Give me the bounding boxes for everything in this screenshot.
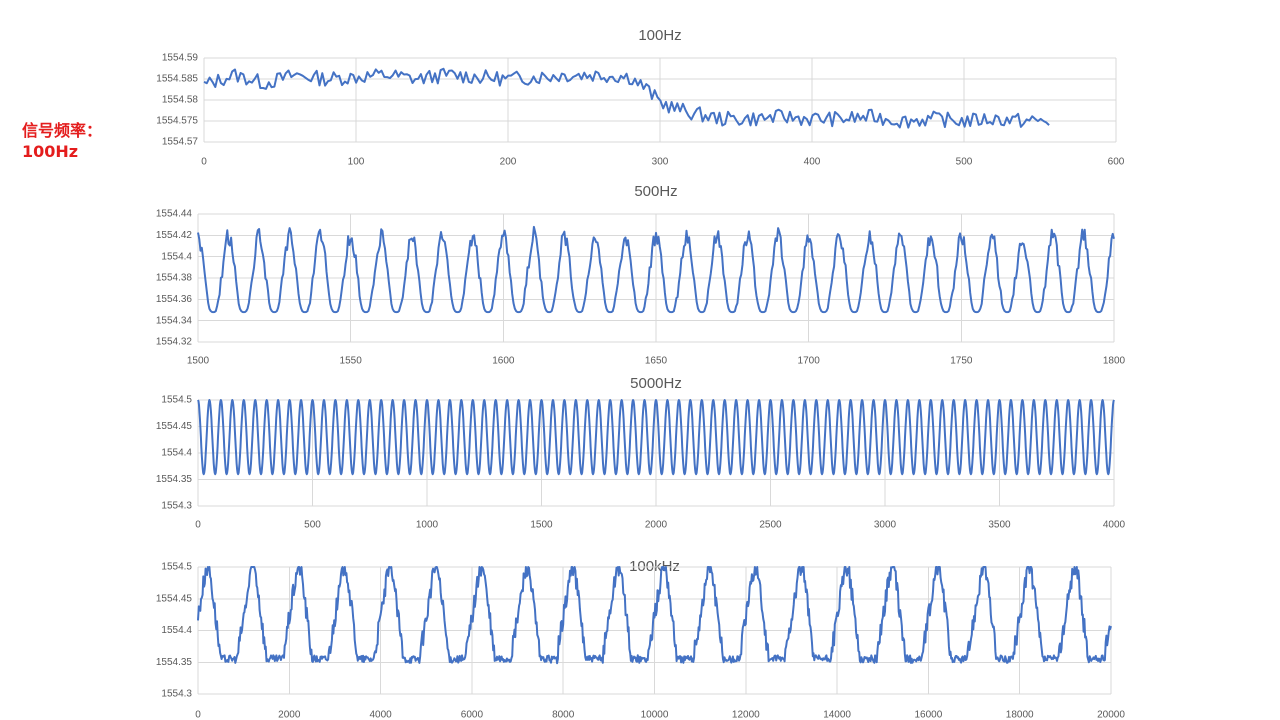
x-tick-label: 400 xyxy=(804,157,821,168)
x-tick-label: 18000 xyxy=(1006,710,1034,720)
x-tick-label: 2500 xyxy=(759,520,782,531)
x-tick-label: 1550 xyxy=(340,356,363,367)
x-tick-label: 1500 xyxy=(530,520,553,531)
chart-title: 100Hz xyxy=(638,27,681,44)
chart-5000hz: 5000Hz 1554.3 1554.35 1554.4 1554.45 1554.5 0 5… xyxy=(156,375,1126,531)
y-tick-label: 1554.585 xyxy=(156,74,198,85)
chart-title: 500Hz xyxy=(634,183,677,200)
x-tick-label: 2000 xyxy=(645,520,668,531)
x-tick-label: 600 xyxy=(1108,157,1125,168)
chart-500hz: 500Hz 1554.32 1554.34 1554.36 1554.38 1554.4 1… xyxy=(156,183,1126,367)
y-tick-label: 1554.575 xyxy=(156,116,198,127)
x-tick-label: 3500 xyxy=(988,520,1011,531)
series-line xyxy=(197,399,1115,476)
signal-frequency-label-line2: 100Hz xyxy=(22,142,79,161)
x-tick-label: 2000 xyxy=(278,710,301,720)
series-line xyxy=(197,225,1115,314)
y-tick-label: 1554.4 xyxy=(161,251,192,262)
x-tick-label: 6000 xyxy=(461,710,484,720)
x-tick-label: 0 xyxy=(195,710,201,720)
y-tick-label: 1554.57 xyxy=(162,137,199,148)
y-tick-label: 1554.3 xyxy=(161,501,192,512)
y-tick-label: 1554.45 xyxy=(156,421,193,432)
signal-frequency-label-line1: 信号频率： xyxy=(22,121,103,140)
x-tick-label: 1000 xyxy=(416,520,439,531)
x-tick-label: 0 xyxy=(195,520,201,531)
y-tick-label: 1554.3 xyxy=(161,689,192,700)
x-tick-label: 1800 xyxy=(1103,356,1126,367)
x-tick-label: 1700 xyxy=(798,356,821,367)
x-tick-label: 14000 xyxy=(823,710,851,720)
y-tick-label: 1554.45 xyxy=(156,593,193,604)
y-tick-label: 1554.35 xyxy=(156,474,193,485)
y-tick-label: 1554.36 xyxy=(156,294,193,305)
signal-frequency-label: 信号频率： 100Hz xyxy=(22,120,102,162)
series-line xyxy=(203,67,1050,129)
y-tick-label: 1554.5 xyxy=(161,395,192,406)
chart-100hz: 100Hz 1554.57 1554.575 1554.58 1554.585 1554.… xyxy=(156,27,1125,168)
y-tick-label: 1554.58 xyxy=(162,95,199,106)
x-tick-label: 12000 xyxy=(732,710,760,720)
x-tick-label: 16000 xyxy=(914,710,942,720)
x-tick-label: 0 xyxy=(201,157,207,168)
y-tick-label: 1554.5 xyxy=(161,562,192,573)
y-tick-label: 1554.32 xyxy=(156,337,193,348)
y-tick-label: 1554.34 xyxy=(156,315,193,326)
x-tick-label: 1500 xyxy=(187,356,210,367)
x-tick-label: 4000 xyxy=(369,710,392,720)
x-tick-label: 1750 xyxy=(950,356,973,367)
y-tick-label: 1554.59 xyxy=(162,53,199,64)
x-tick-label: 10000 xyxy=(641,710,669,720)
x-tick-label: 3000 xyxy=(874,520,897,531)
x-tick-label: 8000 xyxy=(552,710,575,720)
y-tick-label: 1554.44 xyxy=(156,209,193,220)
x-tick-label: 500 xyxy=(304,520,321,531)
x-tick-label: 200 xyxy=(500,157,517,168)
y-tick-label: 1554.4 xyxy=(161,625,192,636)
x-tick-label: 1600 xyxy=(492,356,515,367)
y-tick-label: 1554.38 xyxy=(156,273,193,284)
chart-title: 5000Hz xyxy=(630,375,682,392)
x-tick-label: 20000 xyxy=(1097,710,1125,720)
y-tick-label: 1554.4 xyxy=(161,448,192,459)
x-tick-label: 100 xyxy=(348,157,365,168)
series-line xyxy=(197,566,1112,665)
x-tick-label: 300 xyxy=(652,157,669,168)
y-tick-label: 1554.35 xyxy=(156,657,193,668)
x-tick-label: 500 xyxy=(956,157,973,168)
x-tick-label: 4000 xyxy=(1103,520,1126,531)
y-tick-label: 1554.42 xyxy=(156,230,193,241)
x-tick-label: 1650 xyxy=(645,356,668,367)
